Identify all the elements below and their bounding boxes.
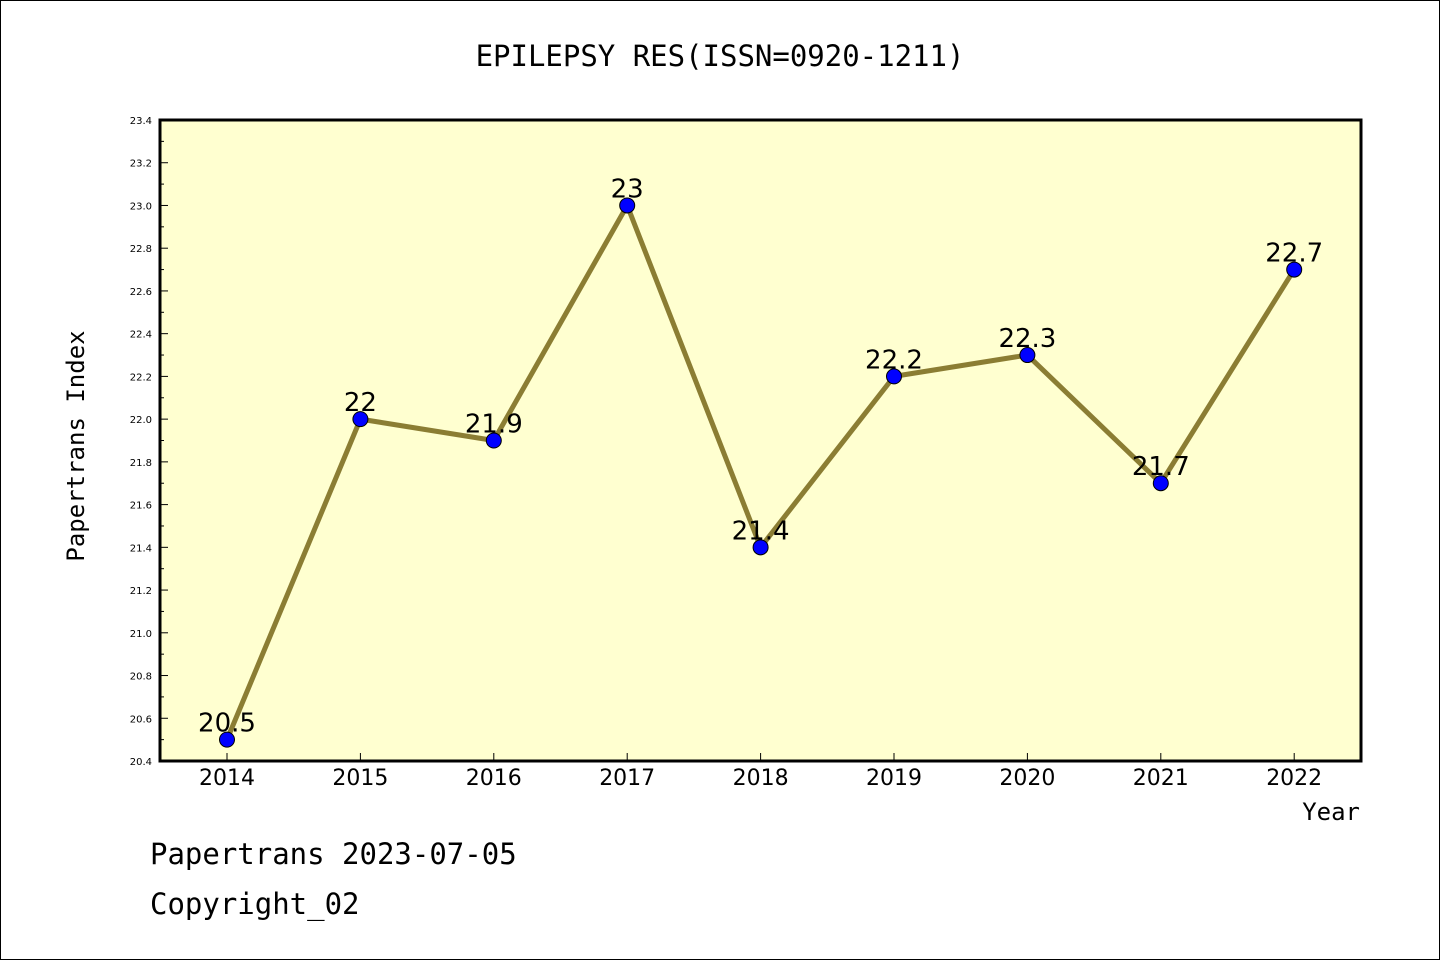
data-label: 21.7 <box>1132 452 1190 482</box>
data-point <box>886 368 902 385</box>
y-tick-label: 22.8 <box>130 244 152 255</box>
data-label: 22.3 <box>998 324 1056 354</box>
data-label: 20.5 <box>198 709 256 739</box>
x-tick-label: 2019 <box>866 766 922 791</box>
data-point <box>619 197 636 214</box>
footer-date: Papertrans 2023-07-05 <box>150 837 517 871</box>
series-group <box>219 197 1303 748</box>
y-tick-label: 20.8 <box>130 672 152 683</box>
x-tick-label: 2014 <box>199 766 255 791</box>
data-point <box>1019 347 1036 364</box>
plot-area <box>158 118 1363 763</box>
y-tick-label: 20.4 <box>130 757 152 768</box>
x-axis: 2014 2015 2016 2017 2018 2019 2020 2021 2022 <box>199 753 1322 791</box>
footer-copyright: Copyright_02 <box>150 887 360 922</box>
data-point <box>352 411 369 428</box>
data-label: 23 <box>611 174 644 204</box>
x-tick-label: 2020 <box>999 766 1055 791</box>
y-tick-label: 21.4 <box>130 543 152 554</box>
data-point <box>485 432 502 449</box>
x-tick-label: 2016 <box>466 766 522 791</box>
y-tick-label: 21.0 <box>130 629 152 640</box>
y-tick-label: 22.0 <box>130 415 152 426</box>
x-tick-label: 2015 <box>332 766 388 791</box>
y-axis-title: Papertrans Index <box>62 330 90 561</box>
x-axis-title: Year <box>1302 798 1360 826</box>
x-tick-label: 2022 <box>1266 766 1322 791</box>
x-tick-label: 2017 <box>599 766 655 791</box>
data-label: 22 <box>344 388 377 418</box>
y-axis: 20.4 20.6 20.8 21.0 21.2 21.4 21.6 21.8 22.0 22.2… <box>130 116 168 768</box>
y-tick-label: 22.4 <box>130 330 152 341</box>
x-tick-label: 2018 <box>733 766 789 791</box>
y-tick-label: 21.2 <box>130 586 152 597</box>
chart-title: EPILEPSY RES(ISSN=0920-1211) <box>476 39 965 73</box>
data-point <box>219 731 235 748</box>
y-tick-label: 20.6 <box>130 714 152 725</box>
data-labels: 20.5 22 21.9 23 21.4 22.2 22.3 21.7 22.7 <box>198 174 1323 738</box>
y-tick-label: 23.4 <box>130 116 152 127</box>
data-label: 21.9 <box>465 410 523 440</box>
data-point <box>1152 475 1169 492</box>
data-point <box>752 539 769 556</box>
y-tick-label: 23.0 <box>130 201 152 212</box>
data-label: 22.2 <box>865 345 923 375</box>
data-label: 21.4 <box>732 516 790 546</box>
data-point <box>1286 261 1303 278</box>
y-tick-label: 22.2 <box>130 372 152 383</box>
y-tick-label: 21.6 <box>130 501 152 512</box>
y-tick-label: 21.8 <box>130 458 152 469</box>
y-tick-label: 22.6 <box>130 287 152 298</box>
x-tick-label: 2021 <box>1133 766 1189 791</box>
data-label: 22.7 <box>1265 239 1323 269</box>
y-tick-label: 23.2 <box>130 159 152 170</box>
